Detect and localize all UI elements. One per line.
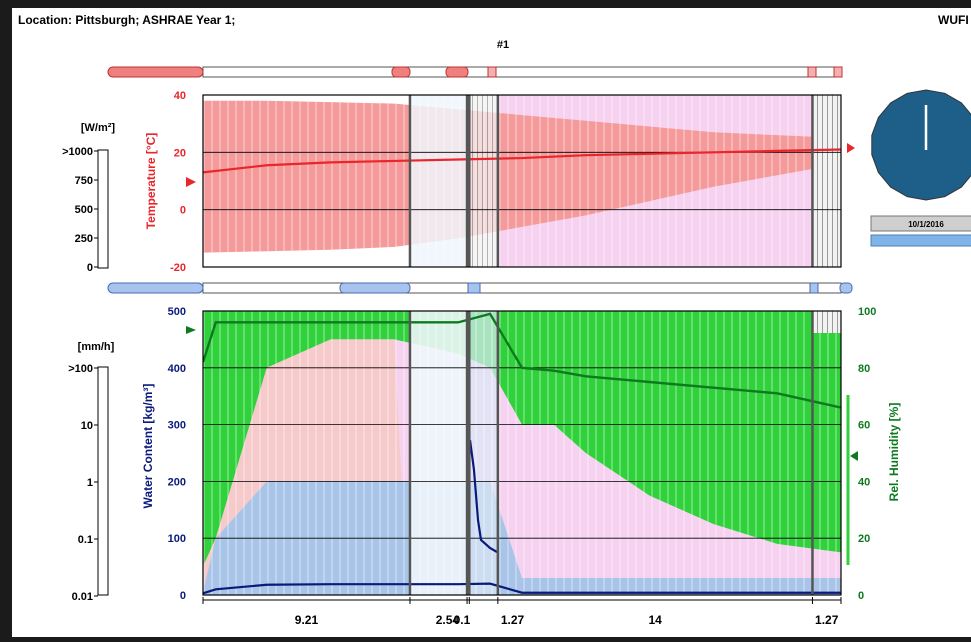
layer-thickness-label: 9.21	[295, 613, 319, 627]
water-content-tick-label: 0	[180, 590, 186, 602]
humidity-tick-label: 0	[858, 590, 864, 602]
water-content-tick-label: 500	[168, 306, 186, 318]
layer-thickness-label: 14	[648, 613, 662, 627]
layer-block-right	[812, 311, 841, 333]
humidity-axis-label: Rel. Humidity [%]	[887, 403, 901, 502]
layer-thickness-label: 1.27	[815, 613, 839, 627]
temperature-axis-ticks: 40 20 0 -20	[170, 90, 186, 274]
rain-tick-label: 0.01	[72, 591, 93, 603]
layer-thickness-axis: 9.21 2.540.1 1.27 14 1.27	[202, 597, 842, 627]
water-content-peak	[468, 439, 498, 553]
rain-tick-label: 0.1	[78, 534, 93, 546]
humidity-tick-label: 60	[858, 420, 870, 432]
left-border	[0, 0, 12, 637]
temperature-tick-label: 20	[174, 147, 186, 159]
water-content-tick-label: 400	[168, 363, 186, 375]
water-content-tick-label: 300	[168, 420, 186, 432]
temperature-tick-label: -20	[170, 262, 186, 274]
rain-unit-label: [mm/h]	[78, 341, 115, 353]
temperature-left-marker	[186, 177, 196, 187]
rain-scale: >100 10 1 0.1 0.01	[68, 363, 109, 603]
temperature-axis-label: Temperature [°C]	[144, 133, 158, 230]
rain-tick-label: >100	[68, 363, 93, 375]
layer-thickness-label: 1.27	[501, 613, 525, 627]
radiation-tick-label: >1000	[62, 146, 93, 158]
date-box	[870, 215, 971, 232]
rain-tick-label: 1	[87, 477, 93, 489]
top-border	[12, 0, 971, 8]
relative-humidity-line	[203, 312, 841, 409]
radiation-tick-label: 750	[75, 175, 93, 187]
humidity-tick-label: 20	[858, 533, 870, 545]
progress-bar	[870, 234, 971, 247]
humidity-left-marker	[186, 326, 196, 334]
water-content-tick-label: 200	[168, 476, 186, 488]
layer-block-mid	[470, 95, 497, 267]
radiation-scale: >1000 750 500 250 0	[62, 146, 109, 274]
layer-thickness-label: 0.1	[454, 613, 471, 627]
radiation-tick-label: 500	[75, 204, 93, 216]
rain-tick-label: 10	[81, 420, 93, 432]
location-label: Location: Pittsburgh; ASHRAE Year 1;	[18, 13, 235, 27]
layer-boundaries-top	[408, 95, 814, 267]
radiation-tick-label: 250	[75, 233, 93, 245]
temperature-panel	[202, 94, 842, 268]
layer-block-right	[812, 95, 841, 267]
humidity-tick-label: 100	[858, 306, 876, 318]
water-content-tick-label: 100	[168, 533, 186, 545]
radiation-unit-label: [W/m²]	[81, 122, 116, 134]
layer-boundaries-bottom	[408, 311, 814, 595]
temperature-right-marker	[847, 143, 855, 153]
clock-face	[871, 89, 971, 201]
radiation-tick-label: 0	[87, 262, 93, 274]
water-content-line	[203, 582, 841, 595]
water-content-axis-label: Water Content [kg/m³]	[141, 384, 155, 509]
moisture-panel	[202, 310, 842, 596]
water-content-axis-ticks: 500 400 300 200 100 0	[168, 306, 186, 602]
layer-thickness-label: 2.54	[436, 613, 460, 627]
layer-grid-stripes	[203, 95, 841, 267]
temperature-tick-label: 0	[180, 205, 186, 217]
temperature-line	[203, 148, 841, 174]
app-name-label: WUFI	[938, 13, 969, 27]
humidity-right-marker	[850, 451, 858, 461]
bottom-layer-strip	[107, 282, 853, 294]
top-layer-strip	[107, 66, 843, 78]
humidity-axis-ticks: 100 80 60 40 20 0	[858, 306, 876, 602]
layer-grid-stripes	[203, 311, 841, 595]
column-id-label: #1	[497, 39, 509, 51]
humidity-tick-label: 40	[858, 476, 870, 488]
clock-widget: 10/1/2016	[870, 89, 971, 247]
temperature-tick-label: 40	[174, 90, 186, 102]
date-label: 10/1/2016	[908, 220, 944, 229]
humidity-tick-label: 80	[858, 363, 870, 375]
